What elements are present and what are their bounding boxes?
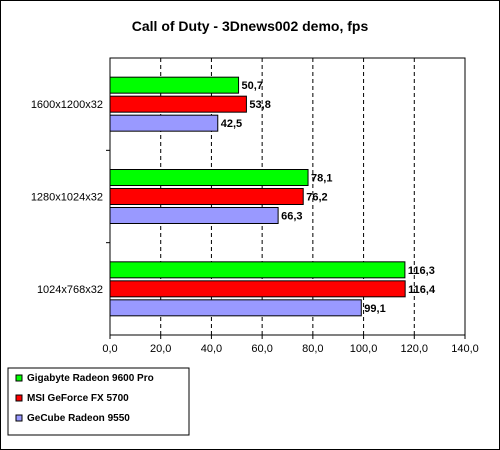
legend-swatch: [15, 394, 23, 402]
bar: [109, 207, 279, 224]
bar: [109, 280, 406, 298]
data-label: 66,3: [281, 211, 302, 223]
x-tick-label: 80,0: [302, 343, 323, 355]
legend-label: MSI GeForce FX 5700: [27, 393, 129, 404]
data-label: 42,5: [221, 118, 242, 130]
data-label: 50,7: [242, 80, 263, 92]
data-label: 78,1: [311, 173, 332, 185]
category-label: 1280x1024x32: [31, 192, 103, 204]
data-label: 116,3: [408, 265, 435, 277]
category-label: 1024x768x32: [37, 284, 103, 296]
x-tick-label: 20,0: [150, 343, 171, 355]
legend-swatch: [15, 414, 23, 422]
bar: [109, 76, 240, 94]
data-label: 76,2: [306, 192, 327, 204]
category-label: 1600x1200x32: [31, 99, 103, 111]
x-tick-label: 140,0: [451, 343, 479, 355]
bar: [109, 188, 304, 205]
x-tick-label: 0,0: [102, 343, 117, 355]
legend-label: Gigabyte Radeon 9600 Pro: [27, 373, 154, 384]
plot-area: 0,0 20,0 40,0 60,0 80,0 100,0 120,0 140,0 1600x1…: [31, 57, 479, 355]
data-label: 99,1: [364, 303, 385, 315]
legend-label: GeCube Radeon 9550: [27, 413, 130, 424]
bar: [109, 169, 309, 186]
bar: [109, 299, 362, 317]
bar: [109, 261, 406, 279]
legend: Gigabyte Radeon 9600 Pro MSI GeForce FX 5…: [7, 367, 190, 436]
bar: [109, 114, 219, 132]
data-label: 53,8: [249, 99, 270, 111]
legend-box: [7, 367, 190, 436]
chart-title: Call of Duty - 3Dnews002 demo, fps: [132, 18, 369, 34]
legend-swatch: [15, 374, 23, 382]
x-tick-label: 60,0: [251, 343, 272, 355]
x-tick-label: 40,0: [201, 343, 222, 355]
x-tick-label: 120,0: [401, 343, 429, 355]
bar: [109, 95, 247, 113]
x-tick-label: 100,0: [350, 343, 378, 355]
data-label: 116,4: [408, 284, 436, 296]
